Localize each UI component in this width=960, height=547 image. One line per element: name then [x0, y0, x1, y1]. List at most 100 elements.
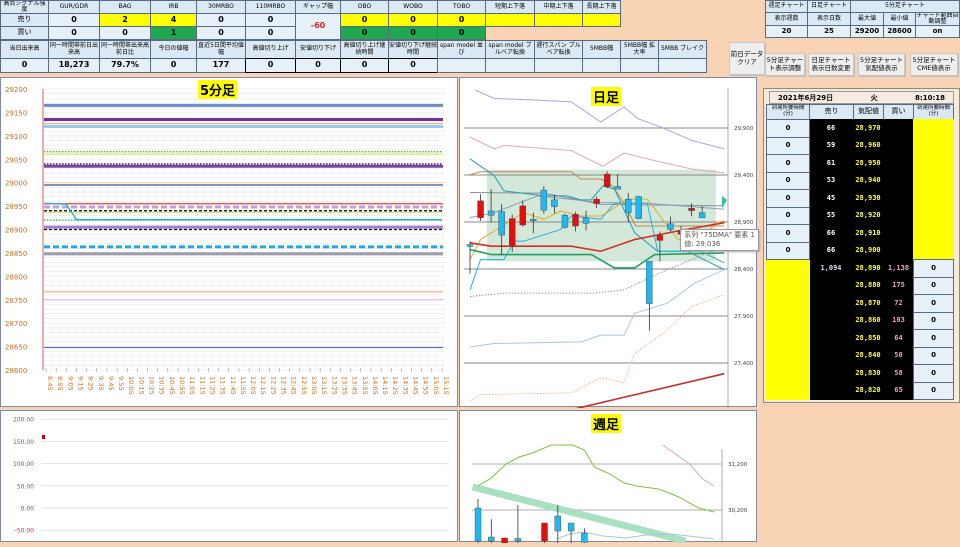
orderbook-header: 気配値 [853, 104, 884, 120]
ask-qty: 45 [826, 193, 836, 202]
step-series-line [45, 202, 442, 221]
data-point [42, 434, 45, 439]
orderbook-header: 買い [883, 104, 914, 120]
candle-body[interactable] [541, 522, 548, 542]
days-input[interactable]: 25 [807, 25, 851, 38]
bid-qty: 50 [894, 351, 903, 360]
candle-body[interactable] [509, 218, 516, 246]
candle-body[interactable] [688, 208, 695, 211]
weeks-input[interactable]: 20 [765, 25, 808, 38]
show-5min-quotes-button[interactable]: 5分足チャート気配値表示 [858, 53, 905, 76]
candle-body[interactable] [582, 217, 590, 224]
orderbook-weekday: 火 [870, 93, 878, 102]
candle-body[interactable] [614, 186, 621, 190]
candle-body[interactable] [698, 212, 706, 218]
daily-chart-panel[interactable]: 29,90029,40028,90028,40027,90027,40026,9… [459, 77, 757, 414]
y-tick-label: 29150 [5, 109, 27, 117]
stat-label: 直近5日間平均値幅 [196, 40, 246, 59]
candle-body[interactable] [477, 200, 484, 218]
show-5min-cme-button[interactable]: 5分足チャートCME値表示 [910, 53, 958, 76]
x-tick-label: 11:35 [219, 376, 227, 395]
stat-label: 同一時間帯前日出来高 [48, 40, 100, 59]
weekly-chart-panel[interactable]: 31,200 30,200 週足 [459, 410, 757, 547]
ask-time-cell: 0 [766, 119, 810, 138]
stat-value: 0 [295, 58, 341, 73]
candle-body[interactable] [488, 536, 495, 542]
stat-label: 同一時間帯出来高前日比 [99, 40, 151, 59]
candle-body[interactable] [646, 261, 653, 305]
candle-body[interactable] [540, 189, 548, 211]
y-tick-label: 150.00 [13, 439, 34, 446]
candle-body[interactable] [572, 214, 579, 227]
sell-signal-value: 0 [48, 13, 100, 27]
candle-body[interactable] [498, 211, 505, 236]
indicator-line [469, 245, 725, 298]
stat-label: 5MBB幅 [582, 40, 621, 59]
candle-body[interactable] [603, 173, 611, 187]
x-tick-label: 12:25 [269, 376, 277, 395]
stat-label: 当日出来高 [0, 40, 49, 59]
candle-body[interactable] [567, 522, 575, 532]
ask-time-cell: 0 [766, 206, 810, 225]
stat-value [485, 58, 535, 73]
buy-row-label: 買い [0, 26, 49, 40]
ask-price: 28,910 [855, 228, 881, 237]
signal-header: 110MRBO [245, 0, 296, 14]
bid-qty: 103 [892, 316, 905, 325]
auto-adjust-input[interactable]: on [915, 25, 960, 38]
days-label: 表示日数 [807, 12, 851, 26]
y-tick-label: 27,400 [734, 361, 754, 367]
candle-body[interactable] [593, 198, 600, 204]
max-input[interactable]: 29200 [850, 25, 884, 38]
bid-time-yellow-area [766, 259, 810, 400]
candle-body[interactable] [581, 532, 588, 543]
bid-time-cell: 0 [913, 329, 954, 348]
indicator-line [469, 248, 725, 269]
buy-signal-value: 0 [388, 26, 438, 40]
y-tick-label: 28600 [5, 367, 27, 375]
candle-body[interactable] [554, 515, 562, 532]
stat-label: 安値切り下げ継続時間 [388, 40, 438, 59]
x-tick-label: 13:55 [361, 376, 369, 395]
adjust-5min-chart-button[interactable]: 5分足チャート表示調整 [765, 53, 805, 76]
oscillator-chart-panel[interactable]: 200.00 150.00 100.00 50.00 0.00 -50.00 [0, 410, 458, 542]
series-tooltip: 系列 "75DMA" 要素 1 値: 29,036 [680, 229, 759, 252]
candle-body[interactable] [501, 537, 508, 547]
bid-sell-qty [809, 277, 853, 295]
candle-body[interactable] [474, 507, 482, 542]
sell-signal-value [582, 13, 621, 27]
candle-body[interactable] [487, 210, 495, 216]
stat-value: 18,273 [48, 58, 100, 73]
min5-chart: 29200 29150 29100 29050 29000 28950 28900 28850… [5, 86, 450, 395]
candle-body[interactable] [667, 223, 674, 230]
candle-body[interactable] [625, 198, 632, 213]
sell-signal-value [534, 13, 583, 27]
candle-body[interactable] [551, 199, 558, 207]
bid-time-cell: 0 [913, 364, 954, 383]
indicator-line [556, 531, 715, 540]
candle-body[interactable] [519, 205, 526, 226]
y-tick-label: 28950 [5, 203, 27, 211]
change-daily-days-button[interactable]: 日足チャート表示日数変更 [808, 53, 854, 76]
signal-header: 短期上下落 [485, 0, 535, 14]
x-tick-label: 10:25 [148, 376, 156, 395]
indicator-line [469, 202, 725, 290]
ask-qty: 66 [826, 123, 836, 132]
candle-body[interactable] [635, 196, 643, 219]
candle-body[interactable] [530, 218, 537, 221]
min-input[interactable]: 28600 [883, 25, 916, 38]
buy-signal-value: 0 [437, 26, 486, 40]
daily-chart-title: 日足 [591, 87, 622, 106]
ask-qty: 66 [826, 246, 836, 255]
indicator-line [469, 136, 725, 174]
clear-previous-data-button[interactable]: 前日データクリア [729, 42, 765, 75]
bid-price: 28,830 [855, 368, 881, 377]
x-tick-label: 11:25 [208, 376, 216, 395]
candle-body[interactable] [561, 215, 569, 228]
min5-chart-panel[interactable]: 29200 29150 29100 29050 29000 28950 28900 28850… [0, 77, 458, 407]
y-tick-label: 28900 [5, 227, 27, 235]
y-tick-label: 29,400 [734, 173, 754, 179]
candle-body[interactable] [466, 244, 474, 247]
x-tick-label: 14:15 [381, 376, 389, 395]
candle-body[interactable] [656, 235, 664, 241]
